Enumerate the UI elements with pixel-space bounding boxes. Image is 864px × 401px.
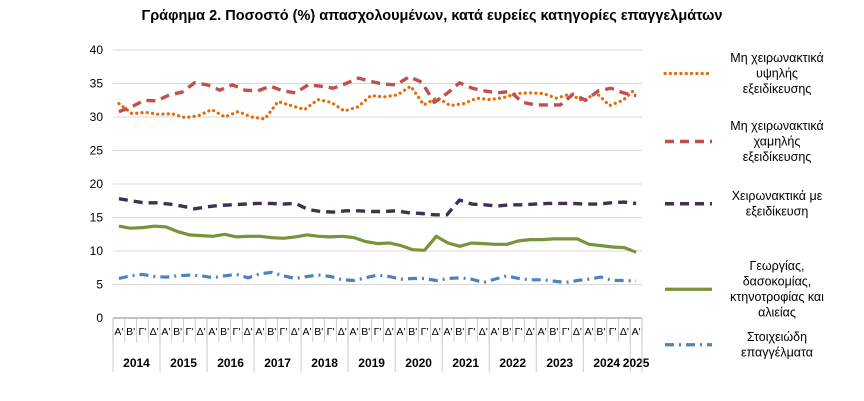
x-quarter-label: Β' [596, 326, 605, 338]
x-quarter-label: Δ' [479, 326, 488, 338]
series-line-5 [118, 270, 637, 285]
x-quarter-label: Γ' [374, 326, 382, 338]
x-quarter-label: Γ' [233, 326, 241, 338]
x-year-label: 2022 [499, 356, 526, 370]
x-quarter-label: Γ' [138, 326, 146, 338]
x-quarter-label: Β' [173, 326, 182, 338]
x-quarter-label: Α' [255, 326, 264, 338]
series-line-4 [118, 224, 637, 254]
x-quarter-label: Δ' [244, 326, 253, 338]
x-quarter-label: Δ' [432, 326, 441, 338]
x-year-label: 2017 [264, 356, 291, 370]
x-quarter-label: Γ' [327, 326, 335, 338]
legend-label: Γεωργίας, [749, 259, 804, 273]
x-quarter-label: Γ' [186, 326, 194, 338]
x-year-label: 2018 [311, 356, 338, 370]
x-quarter-label: Β' [220, 326, 229, 338]
x-quarter-label: Δ' [526, 326, 535, 338]
x-quarter-label: Δ' [197, 326, 206, 338]
x-quarter-label: Β' [267, 326, 276, 338]
legend-label: επαγγέλματα [741, 346, 813, 360]
y-tick-label: 0 [96, 311, 103, 325]
x-quarter-label: Γ' [609, 326, 617, 338]
x-year-label: 2021 [452, 356, 479, 370]
legend-label: αλιείας [758, 306, 796, 320]
chart-title: Γράφημα 2. Ποσοστό (%) απασχολουμένων, κ… [141, 8, 723, 24]
x-year-label: 2023 [546, 356, 573, 370]
series-line-3 [118, 197, 637, 217]
x-quarter-label: Α' [397, 326, 406, 338]
legend-label: εξειδίκευση [746, 205, 809, 219]
legend-label: κτηνοτροφίας και [730, 290, 824, 304]
x-quarter-label: Α' [114, 326, 123, 338]
x-quarter-label: Β' [549, 326, 558, 338]
y-tick-label: 20 [90, 177, 104, 191]
x-quarter-label: Γ' [468, 326, 476, 338]
x-quarter-label: Δ' [620, 326, 629, 338]
x-quarter-label: Α' [585, 326, 594, 338]
x-quarter-label: Α' [161, 326, 170, 338]
series-line-2 [118, 75, 637, 114]
y-tick-label: 15 [90, 211, 104, 225]
x-quarter-label: Α' [302, 326, 311, 338]
x-year-label: 2014 [123, 356, 150, 370]
x-quarter-label: Γ' [421, 326, 429, 338]
y-tick-label: 35 [90, 77, 104, 91]
x-quarter-label: Δ' [573, 326, 582, 338]
legend-label: χαμηλής [754, 135, 801, 149]
x-quarter-label: Α' [444, 326, 453, 338]
x-year-label: 2020 [405, 356, 432, 370]
y-tick-label: 30 [90, 110, 104, 124]
x-quarter-label: Β' [455, 326, 464, 338]
x-quarter-label: Α' [491, 326, 500, 338]
x-quarter-label: Β' [361, 326, 370, 338]
x-year-label: 2024 [593, 356, 620, 370]
y-tick-label: 40 [90, 43, 104, 57]
x-quarter-label: Β' [408, 326, 417, 338]
y-tick-label: 25 [90, 144, 104, 158]
legend-label: Χειρωνακτικά με [732, 189, 823, 203]
x-quarter-label: Δ' [338, 326, 347, 338]
x-year-label: 2025 [623, 356, 650, 370]
x-quarter-label: Γ' [280, 326, 288, 338]
y-tick-label: 10 [90, 244, 104, 258]
legend-label: Στοιχειώδη [747, 330, 807, 344]
x-quarter-label: Δ' [150, 326, 159, 338]
x-quarter-label: Α' [632, 326, 641, 338]
x-quarter-label: Α' [349, 326, 358, 338]
x-quarter-label: Β' [314, 326, 323, 338]
x-year-label: 2016 [217, 356, 244, 370]
x-year-label: 2019 [358, 356, 385, 370]
y-tick-label: 5 [96, 278, 103, 292]
legend-label: υψηλής [756, 67, 798, 81]
legend-label: Μη χειρωνακτικά [730, 119, 823, 133]
legend-label: εξειδίκευσης [743, 82, 812, 96]
x-quarter-label: Α' [538, 326, 547, 338]
x-quarter-label: Β' [502, 326, 511, 338]
x-quarter-label: Β' [126, 326, 135, 338]
legend-label: εξειδίκευσης [743, 150, 812, 164]
x-quarter-label: Α' [208, 326, 217, 338]
legend-label: Μη χειρωνακτικά [730, 51, 823, 65]
legend-label: δασοκομίας, [743, 275, 812, 289]
series-line-1 [117, 84, 638, 121]
x-year-label: 2015 [170, 356, 197, 370]
x-quarter-label: Δ' [291, 326, 300, 338]
x-quarter-label: Γ' [515, 326, 523, 338]
x-quarter-label: Δ' [385, 326, 394, 338]
x-quarter-label: Γ' [562, 326, 570, 338]
